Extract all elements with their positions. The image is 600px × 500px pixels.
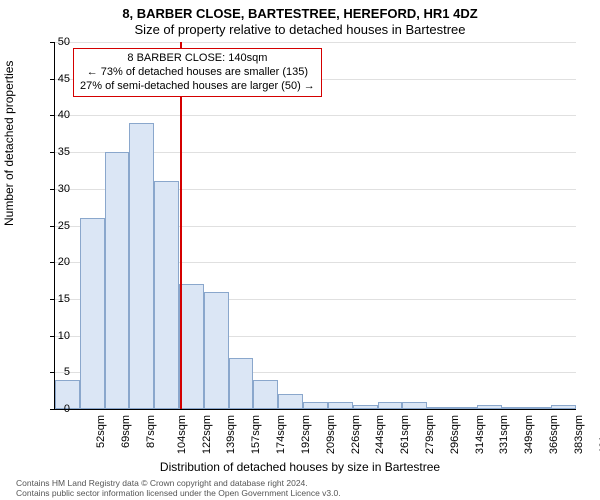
- histogram-bar: [129, 123, 154, 409]
- footer-attribution: Contains HM Land Registry data © Crown c…: [16, 479, 341, 498]
- x-tick-label: 331sqm: [498, 415, 510, 454]
- x-tick-label: 192sqm: [300, 415, 312, 454]
- histogram-bar: [80, 218, 105, 409]
- x-tick-label: 314sqm: [474, 415, 486, 454]
- annotation-line: ← 73% of detached houses are smaller (13…: [80, 66, 315, 80]
- histogram-bar: [502, 407, 527, 409]
- histogram-bar: [378, 402, 403, 409]
- x-tick-label: 226sqm: [350, 415, 362, 454]
- footer-line2: Contains public sector information licen…: [16, 489, 341, 498]
- histogram-bar: [452, 407, 477, 409]
- x-tick-label: 383sqm: [573, 415, 585, 454]
- histogram-bar: [328, 402, 353, 409]
- y-tick-mark: [50, 262, 54, 263]
- histogram-bar: [278, 394, 303, 409]
- histogram-bar: [303, 402, 328, 409]
- y-tick-mark: [50, 115, 54, 116]
- y-tick-mark: [50, 189, 54, 190]
- x-tick-label: 69sqm: [120, 415, 132, 448]
- annotation-line: 27% of semi-detached houses are larger (…: [80, 80, 315, 94]
- histogram-bar: [179, 284, 204, 409]
- x-tick-label: 349sqm: [523, 415, 535, 454]
- histogram-bar: [353, 405, 378, 409]
- x-tick-label: 139sqm: [226, 415, 238, 454]
- y-tick-mark: [50, 372, 54, 373]
- x-tick-label: 296sqm: [449, 415, 461, 454]
- y-tick-mark: [50, 409, 54, 410]
- histogram-bar: [526, 407, 551, 409]
- y-tick-mark: [50, 152, 54, 153]
- histogram-bar: [253, 380, 278, 409]
- x-tick-label: 174sqm: [275, 415, 287, 454]
- x-tick-label: 244sqm: [374, 415, 386, 454]
- y-tick-mark: [50, 42, 54, 43]
- x-tick-label: 209sqm: [325, 415, 337, 454]
- histogram-bar: [105, 152, 130, 409]
- histogram-bar: [551, 405, 576, 409]
- gridline: [55, 115, 576, 116]
- x-tick-label: 104sqm: [176, 415, 188, 454]
- histogram-bar: [229, 358, 254, 409]
- histogram-bar: [427, 407, 452, 409]
- y-axis-label: Number of detached properties: [2, 61, 16, 226]
- chart-container: 8, BARBER CLOSE, BARTESTREE, HEREFORD, H…: [0, 0, 600, 500]
- gridline: [55, 42, 576, 43]
- histogram-bar: [154, 181, 179, 409]
- chart-title-address: 8, BARBER CLOSE, BARTESTREE, HEREFORD, H…: [0, 6, 600, 21]
- chart-subtitle: Size of property relative to detached ho…: [0, 22, 600, 37]
- histogram-bar: [402, 402, 427, 409]
- annotation-box: 8 BARBER CLOSE: 140sqm← 73% of detached …: [73, 48, 322, 97]
- plot-area: 8 BARBER CLOSE: 140sqm← 73% of detached …: [54, 42, 576, 410]
- histogram-bar: [204, 292, 229, 409]
- y-tick-mark: [50, 336, 54, 337]
- x-tick-label: 87sqm: [145, 415, 157, 448]
- histogram-bar: [477, 405, 502, 409]
- x-tick-label: 261sqm: [399, 415, 411, 454]
- x-tick-label: 52sqm: [95, 415, 107, 448]
- x-tick-label: 157sqm: [250, 415, 262, 454]
- y-tick-mark: [50, 79, 54, 80]
- x-axis-label: Distribution of detached houses by size …: [0, 460, 600, 474]
- x-tick-label: 366sqm: [548, 415, 560, 454]
- annotation-line: 8 BARBER CLOSE: 140sqm: [80, 52, 315, 66]
- x-tick-label: 279sqm: [424, 415, 436, 454]
- y-tick-mark: [50, 299, 54, 300]
- x-tick-label: 122sqm: [201, 415, 213, 454]
- y-tick-mark: [50, 226, 54, 227]
